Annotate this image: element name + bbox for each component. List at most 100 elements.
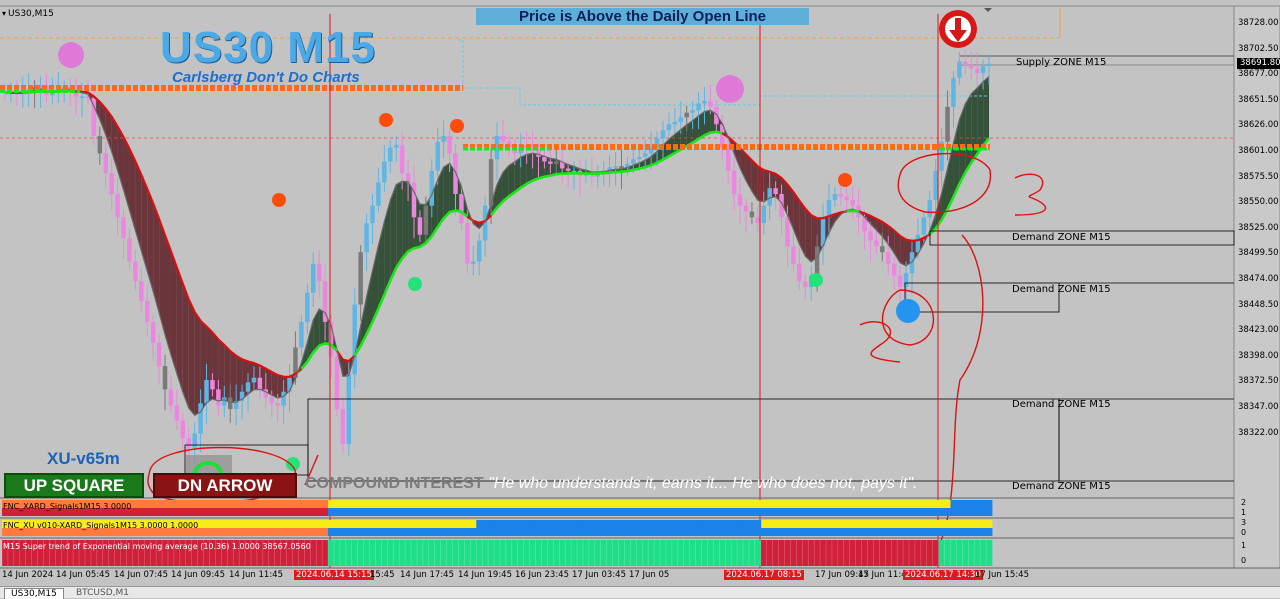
ind1-top-bar — [868, 500, 874, 508]
candle-body — [246, 382, 251, 391]
ind3-bar — [346, 540, 352, 566]
candle-body — [181, 421, 186, 438]
ind1-bottom-bar — [298, 508, 304, 516]
ind1-bottom-bar — [316, 508, 322, 516]
ind3-bar — [814, 540, 820, 566]
ind1-bottom-bar — [346, 508, 352, 516]
ind3-bar — [441, 540, 447, 566]
ind2-bottom-bar — [607, 528, 613, 536]
ind1-bottom-bar — [340, 508, 346, 516]
up-square-button[interactable]: UP SQUARE — [4, 473, 144, 498]
ind3-bar — [974, 540, 980, 566]
ind2-bottom-bar — [909, 528, 915, 536]
ind1-bottom-bar — [648, 508, 654, 516]
ind1-top-bar — [755, 500, 761, 508]
time-label: 14 Jun 19:45 — [458, 570, 512, 580]
ind2-top-bar — [986, 520, 992, 528]
ind1-top-bar — [476, 500, 482, 508]
ind1-bottom-bar — [381, 508, 387, 516]
ind2-bottom-bar — [482, 528, 488, 536]
ind2-top-bar — [370, 520, 376, 528]
ind1-bottom-bar — [435, 508, 441, 516]
dn-arrow-button[interactable]: DN ARROW — [153, 473, 297, 498]
tab-us30-m15[interactable]: US30,M15 — [4, 588, 64, 599]
ind2-bottom-bar — [198, 528, 204, 536]
ind2-top-bar — [939, 520, 945, 528]
ind1-top-bar — [856, 500, 862, 508]
ind2-top-bar — [287, 520, 293, 528]
cloud-segment — [444, 163, 450, 218]
ind3-bar — [577, 540, 583, 566]
ind3-bar — [393, 540, 399, 566]
ind2-bottom-bar — [702, 528, 708, 536]
ind1-top-bar — [838, 500, 844, 508]
candle-body — [981, 66, 986, 73]
ind2-bottom-bar — [405, 528, 411, 536]
down-arrow-icon — [939, 10, 977, 48]
ind3-bar — [690, 540, 696, 566]
dropdown-icon[interactable]: ▾ — [2, 9, 6, 18]
ind2-blue-block — [547, 520, 553, 528]
candle-body — [163, 366, 168, 389]
ind1-bottom-bar — [494, 508, 500, 516]
ind1-bottom-bar — [174, 508, 180, 516]
ind2-bottom-bar — [737, 528, 743, 536]
ind2-bottom-bar — [387, 528, 393, 536]
candle-body — [370, 206, 375, 223]
ind2-bottom-bar — [215, 528, 221, 536]
cloud-segment — [230, 351, 236, 402]
candle-body — [311, 264, 316, 293]
ind1-top-bar — [939, 500, 945, 508]
ind2-blue-block — [583, 520, 589, 528]
ind3-bar — [340, 540, 346, 566]
ind1-top-bar — [411, 500, 417, 508]
cloud-segment — [224, 345, 230, 403]
ind2-bottom-bar — [951, 528, 957, 536]
ind2-top-bar — [814, 520, 820, 528]
ind1-bottom-bar — [737, 508, 743, 516]
ind2-blue-block — [536, 520, 542, 528]
ind1-top-bar — [251, 500, 257, 508]
ind1-top-bar — [974, 500, 980, 508]
indicator-label-3: M15 Super trend of Exponential moving av… — [3, 542, 311, 551]
ind1-bottom-bar — [464, 508, 470, 516]
candle-body — [157, 343, 162, 366]
ind2-top-bar — [767, 520, 773, 528]
ind3-bar — [381, 540, 387, 566]
candle-body — [216, 389, 221, 405]
ind2-top-bar — [951, 520, 957, 528]
ind3-bar — [624, 540, 630, 566]
ind3-bar — [702, 540, 708, 566]
ind2-blue-block — [743, 520, 749, 528]
time-label: 17 Jun 05 — [629, 570, 669, 580]
candle-body — [258, 378, 263, 390]
ind2-top-bar — [429, 520, 435, 528]
ind2-top-bar — [891, 520, 897, 528]
candle-body — [210, 380, 215, 389]
ind1-top-bar — [387, 500, 393, 508]
ind3-bar — [891, 540, 897, 566]
candle-body — [922, 217, 927, 234]
ind2-top-bar — [405, 520, 411, 528]
ind3-bar — [411, 540, 417, 566]
ind1-bottom-bar — [690, 508, 696, 516]
ind1-top-bar — [565, 500, 571, 508]
ind2-blue-block — [642, 520, 648, 528]
candle-body — [673, 122, 678, 124]
ind1-bottom-bar — [749, 508, 755, 516]
ind1-top-bar — [198, 500, 204, 508]
ind2-top-bar — [974, 520, 980, 528]
ind1-top-bar — [802, 500, 808, 508]
ind1-bottom-bar — [927, 508, 933, 516]
ind1-top-bar — [423, 500, 429, 508]
candle-body — [815, 246, 820, 275]
daily-open-banner: Price is Above the Daily Open Line — [476, 8, 809, 25]
ind3-bar — [968, 540, 974, 566]
ind1-top-bar — [370, 500, 376, 508]
zone-label-demand-1: Demand ZONE M15 — [1012, 232, 1111, 243]
cloud-segment — [509, 162, 515, 196]
ind2-bottom-bar — [725, 528, 731, 536]
ind1-top-bar — [316, 500, 322, 508]
ind2-bottom-bar — [956, 528, 962, 536]
